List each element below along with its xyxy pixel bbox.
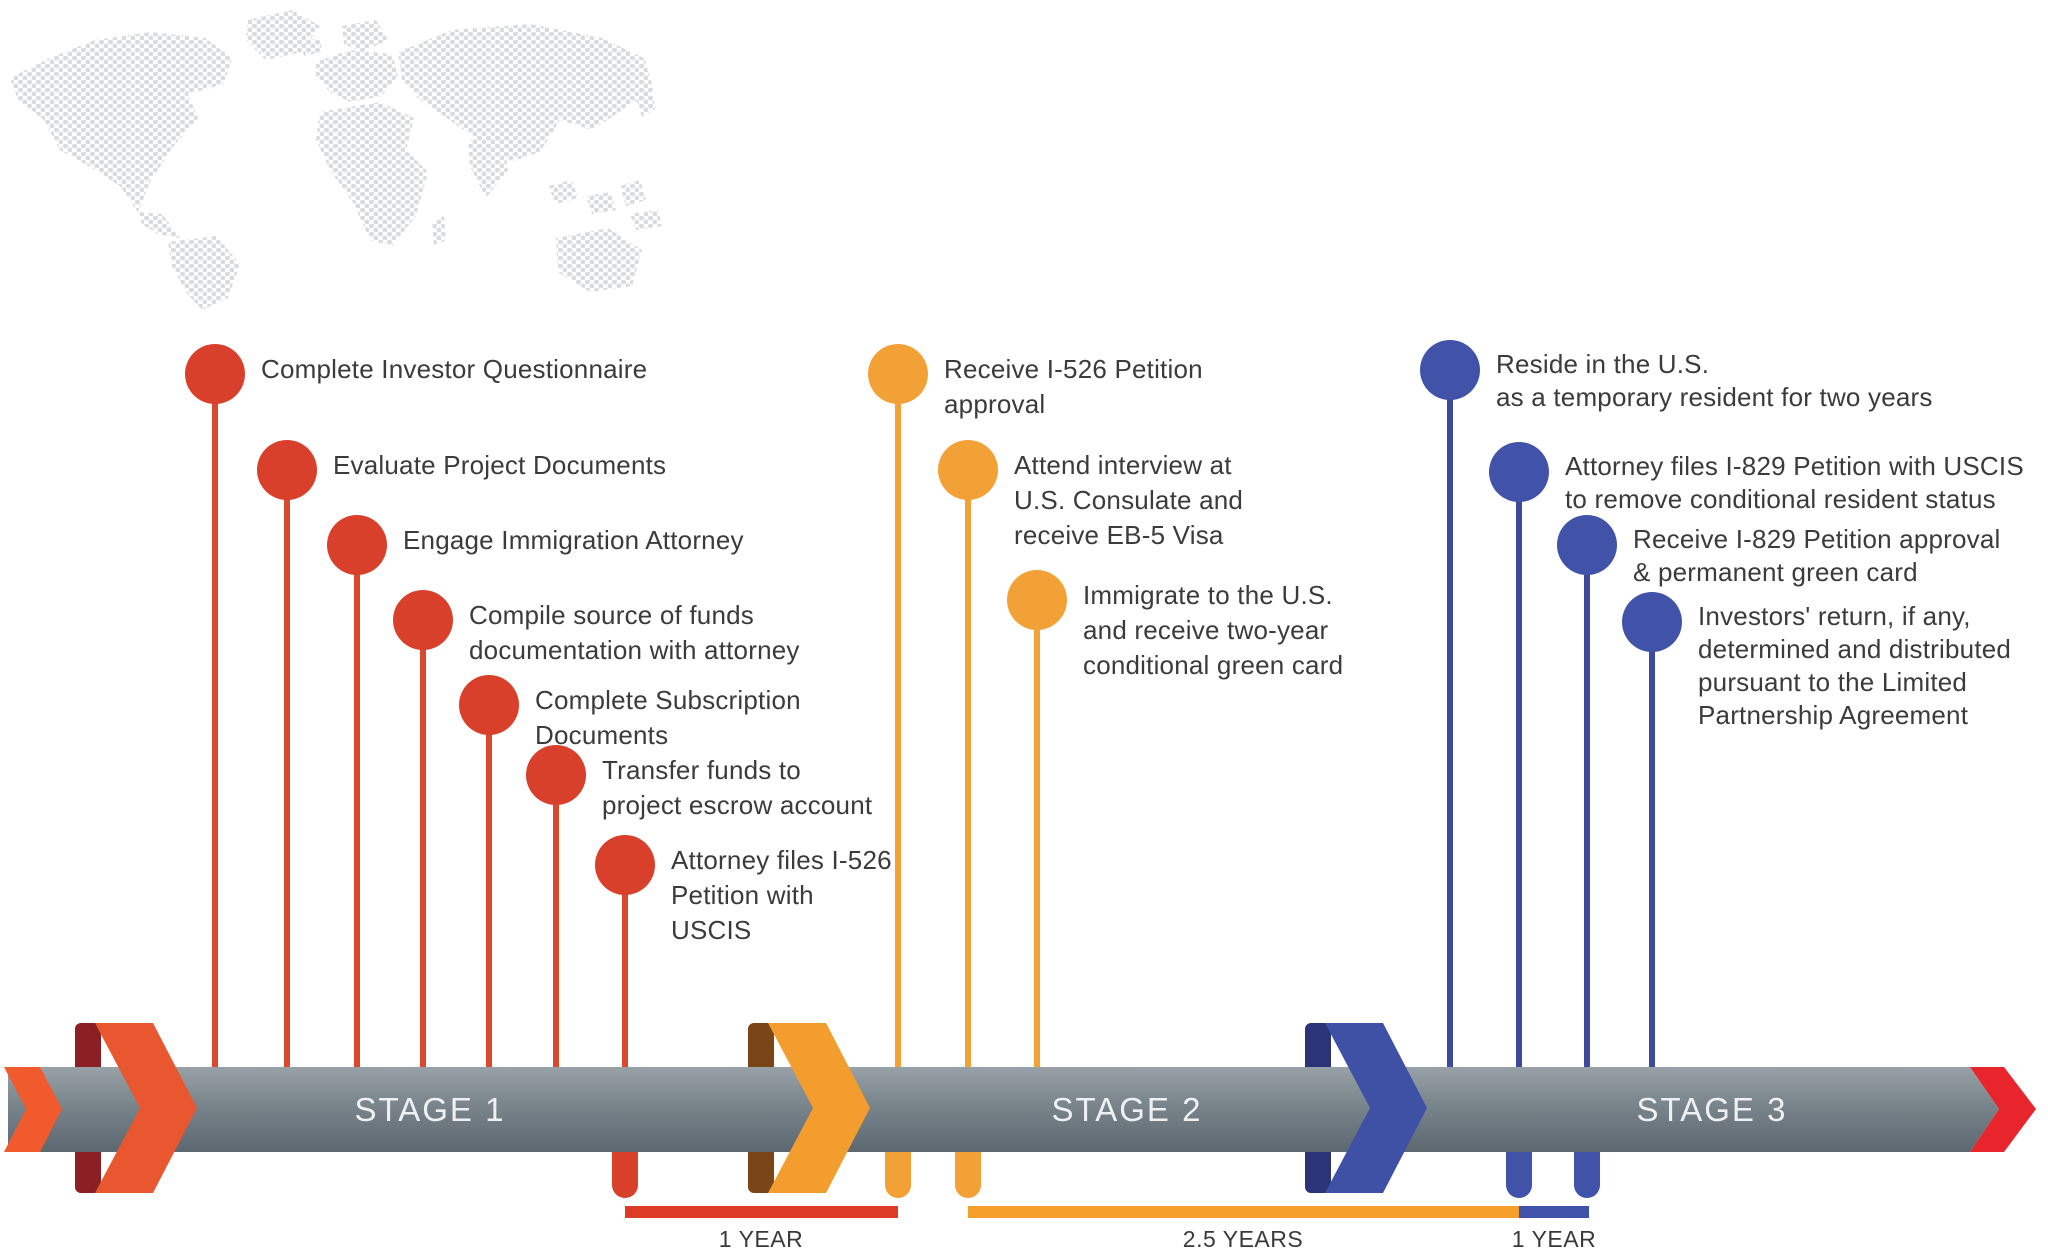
stage1-dot-3 [327,515,387,575]
milestone-label-s1-3: Engage Immigration Attorney [403,525,744,555]
milestone-label-s3-2: Attorney files I-829 Petition with USCIS… [1565,451,2024,514]
duration-line-stage1 [625,1206,898,1218]
milestone-label-s2-2: Attend interview at U.S. Consulate and r… [1014,450,1244,550]
milestone-label-s2-1: Receive I-526 Petition approval [944,354,1203,419]
stage2-chevron [768,1023,870,1193]
stage3-dot-2 [1489,442,1549,502]
timeline-end-arrow [1970,1067,2036,1152]
stage1-dot-6 [526,745,586,805]
milestone-label-s1-2: Evaluate Project Documents [333,450,667,480]
stage1-label: STAGE 1 [354,1091,506,1128]
timeline-start-arrow [4,1067,62,1152]
stage2-dot-2 [938,440,998,500]
milestone-label-s1-5: Complete Subscription Documents [535,685,801,750]
map-continents [10,10,662,310]
stage3-chevron [1325,1023,1427,1193]
milestone-label-s1-4: Compile source of funds documentation wi… [469,600,800,665]
milestone-label-s2-3: Immigrate to the U.S. and receive two-ye… [1083,580,1344,680]
duration-label-stage2: 2.5 YEARS [1182,1226,1304,1252]
stage1-dot-5 [459,675,519,735]
stage2-dot-3 [1007,570,1067,630]
duration-line-stage3 [1519,1206,1589,1218]
stage1-dot-4 [393,590,453,650]
milestone-label-s1-1: Complete Investor Questionnaire [261,354,648,384]
stage1-dot-7 [595,835,655,895]
stage1-dot-2 [257,440,317,500]
milestone-label-s3-1: Reside in the U.S. as a temporary reside… [1496,349,1933,412]
timeline-bar [8,1067,1999,1152]
world-map [10,10,662,310]
milestone-label-s1-7: Attorney files I-526 Petition with USCIS [671,845,892,945]
stage3-dot-1 [1420,340,1480,400]
milestone-label-s1-6: Transfer funds to project escrow account [602,755,873,820]
stage1-chevron [95,1023,197,1193]
stage1-dot-1 [185,344,245,404]
stage3-dot-4 [1622,592,1682,652]
milestone-dots [185,340,1682,895]
duration-line-stage2 [968,1206,1519,1218]
stage2-label: STAGE 2 [1051,1091,1203,1128]
milestone-stems [212,398,1655,1067]
stage3-dot-3 [1557,515,1617,575]
stage2-dot-1 [868,344,928,404]
duration-label-stage1: 1 YEAR [718,1226,804,1252]
milestone-label-s3-4: Investors' return, if any, determined an… [1698,601,2012,730]
stage3-label: STAGE 3 [1636,1091,1788,1128]
duration-label-stage3: 1 YEAR [1511,1226,1597,1252]
milestone-label-s3-3: Receive I-829 Petition approval & perman… [1633,524,2001,587]
